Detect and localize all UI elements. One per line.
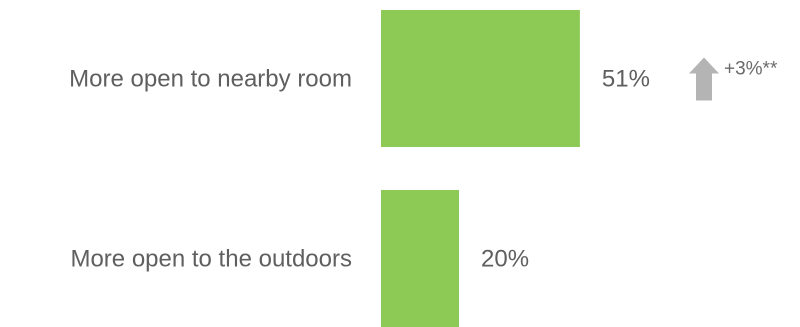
category-label-1: More open to the outdoors xyxy=(70,246,352,273)
up-arrow-icon xyxy=(689,57,719,101)
bar-1 xyxy=(381,190,459,327)
value-label-1: 20% xyxy=(481,246,529,273)
change-label-0: +3%** xyxy=(724,59,778,80)
bar-0 xyxy=(381,10,580,147)
value-label-0: 51% xyxy=(602,66,650,93)
category-label-0: More open to nearby room xyxy=(69,66,352,93)
